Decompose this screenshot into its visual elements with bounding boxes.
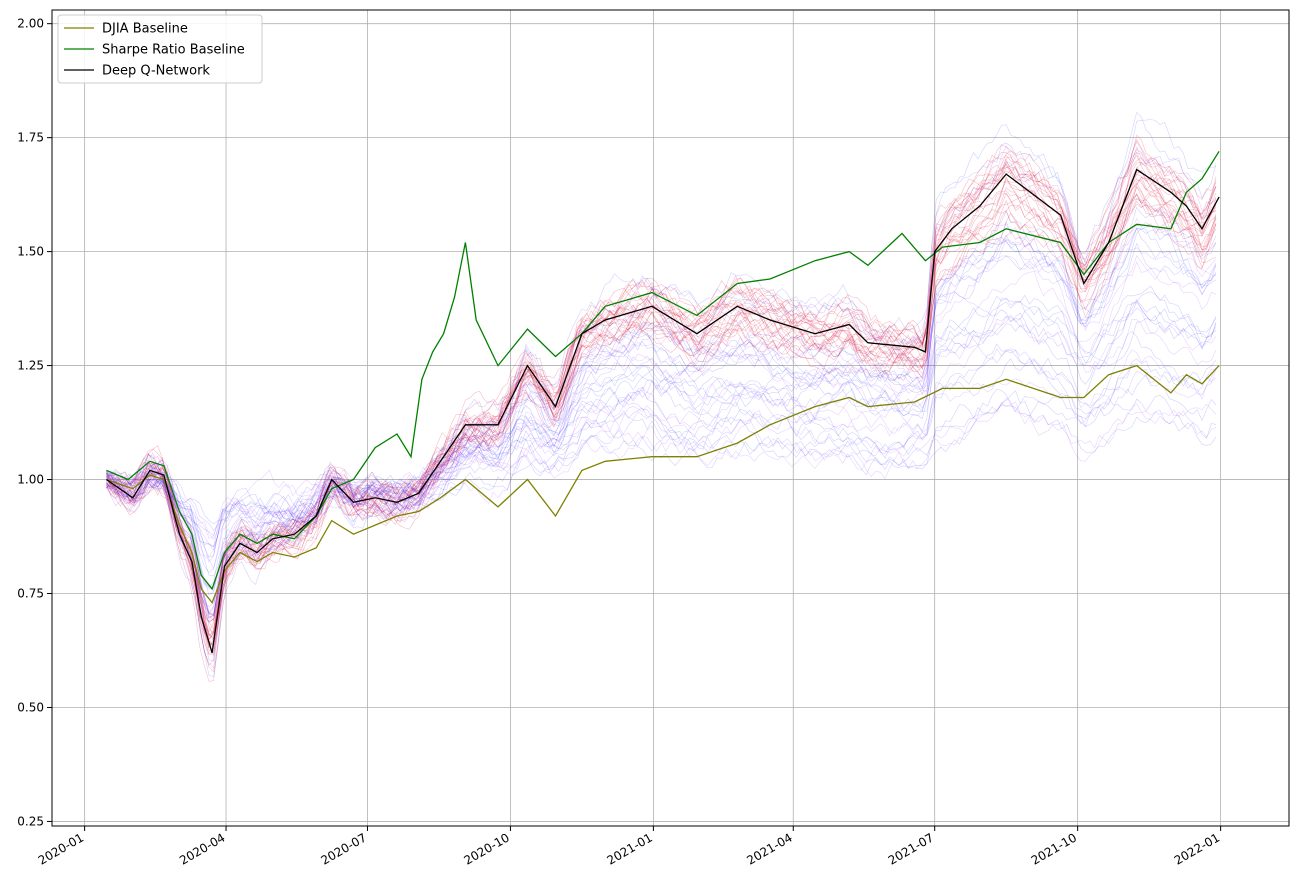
ensemble-run-line [106,151,1217,673]
x-tick-label: 2021-01 [604,830,654,867]
ensemble-run-line [106,227,1217,620]
series-line-sharpe-ratio-baseline [106,150,1220,591]
ensemble-run-line [106,223,1217,619]
ensemble-run-line [106,312,1217,558]
x-tick-label: 2020-04 [177,830,227,867]
x-tick-label: 2020-07 [319,830,369,867]
series-lines [106,150,1220,653]
ensemble-run-line [106,294,1217,596]
y-tick-label: 0.25 [17,814,44,828]
legend-label: Deep Q-Network [102,64,210,79]
ensemble-run-line [106,171,1217,657]
ensemble-run-line [106,206,1217,623]
x-tick-label: 2021-04 [744,830,794,867]
x-tick-label: 2020-10 [462,830,512,867]
ensemble-run-line [106,162,1217,648]
ensemble-run-line [106,227,1217,616]
ensemble-run-line [106,157,1217,655]
legend-label: Sharpe Ratio Baseline [102,43,245,58]
ensemble-run-line [106,314,1217,570]
plot-frame [51,9,1290,827]
ensemble-run-line [106,166,1217,637]
ensemble-run-line [106,285,1217,574]
x-tick-label: 2021-10 [1029,830,1079,867]
x-axis-ticks: 2020-01 2020-04 2020-07 2020-10 2021-01 2021-… [36,826,1222,868]
ensemble-run-line [106,291,1217,588]
ensemble-run-line [106,145,1217,639]
ensemble-run-line [106,200,1217,630]
y-tick-label: 1.50 [17,245,44,259]
y-tick-label: 1.25 [17,359,44,373]
ensemble-run-line [106,298,1217,577]
ensemble-run-line [106,158,1217,646]
ensemble-run-line [106,307,1217,592]
ensemble-run-line [106,390,1217,525]
ensemble-run-line [106,191,1217,634]
ensemble-run-line [106,349,1217,548]
ensemble-run-line [106,182,1217,616]
ensemble-run-line [106,119,1217,662]
ensemble-run-line [106,158,1217,667]
ensemble-run-line [106,141,1217,647]
ensemble-run-line [106,345,1217,557]
ensemble-run-line [106,225,1217,614]
ensemble-run-line [106,217,1217,618]
series-line-djia-baseline [106,364,1220,604]
ensemble-run-line [106,330,1217,563]
ensemble-run-line [106,150,1217,641]
ensemble-runs [106,111,1217,682]
ensemble-run-line [106,189,1217,639]
ensemble-run-line [106,111,1217,677]
x-tick-label: 2022-01 [1172,830,1222,867]
x-tick-label: 2021-07 [886,830,936,867]
legend-box [57,14,263,84]
ensemble-run-line [106,388,1217,537]
series-line-deep-q-network [106,168,1220,653]
ensemble-run-line [106,148,1217,641]
ensemble-run-line [106,368,1217,551]
y-tick-label: 0.75 [17,587,44,601]
grid-lines [52,10,1289,826]
ensemble-run-line [106,261,1217,590]
x-tick-label: 2020-01 [36,830,86,867]
ensemble-run-line [106,170,1217,650]
ensemble-run-line [106,374,1217,532]
ensemble-run-line [106,186,1217,621]
ensemble-run-line [106,234,1217,616]
ensemble-run-line [106,298,1217,590]
ensemble-run-line [106,401,1217,539]
y-tick-label: 2.00 [17,17,44,31]
y-axis-ticks: 0.25 0.50 0.75 1.00 1.25 1.50 1.75 2.00 [17,17,52,828]
ensemble-run-line [106,161,1217,640]
ensemble-run-line [106,134,1217,637]
ensemble-run-line [106,192,1217,623]
ensemble-run-line [106,160,1217,656]
ensemble-run-line [106,198,1217,622]
legend-label: DJIA Baseline [102,22,188,37]
ensemble-run-line [106,227,1217,607]
ensemble-run-line [106,196,1217,642]
y-tick-label: 0.50 [17,700,44,714]
ensemble-run-line [106,185,1217,632]
ensemble-run-line [106,164,1217,649]
ensemble-run-line [106,194,1217,636]
ensemble-run-line [106,146,1217,669]
ensemble-run-line [106,397,1217,540]
y-tick-label: 1.75 [17,131,44,145]
ensemble-run-line [106,255,1217,617]
ensemble-run-line [106,358,1217,548]
legend: DJIA Baseline Sharpe Ratio Baseline Deep Q… [57,14,263,84]
ensemble-run-line [106,176,1217,649]
y-tick-label: 1.00 [17,473,44,487]
